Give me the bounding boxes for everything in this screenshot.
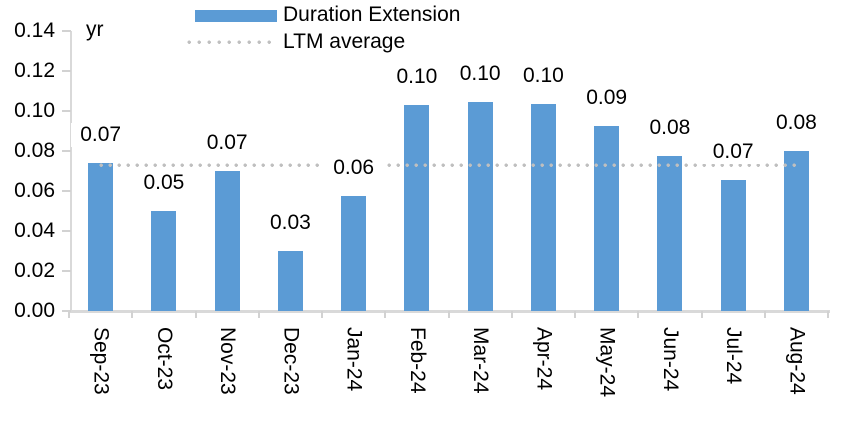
bar-value-label-mar-24: 0.10 xyxy=(450,62,511,86)
bar-value-label-aug-24: 0.08 xyxy=(766,111,827,135)
x-axis-tick-mark xyxy=(637,311,640,318)
x-axis-tick-mark xyxy=(321,311,323,318)
x-axis-category-label: Aug-24 xyxy=(785,327,809,395)
y-axis-tick-mark xyxy=(62,230,71,232)
x-axis-tick-mark xyxy=(68,311,70,318)
bar-value-label-may-24: 0.09 xyxy=(576,86,637,110)
x-axis-line xyxy=(69,310,830,313)
bar-oct-23 xyxy=(151,211,177,311)
x-axis-tick-mark xyxy=(574,311,576,318)
bar-value-label-nov-23: 0.07 xyxy=(197,131,258,155)
y-axis-tick-label: 0.14 xyxy=(14,19,55,42)
bar-sep-23 xyxy=(88,163,114,311)
x-axis-category-label: Nov-23 xyxy=(216,327,240,395)
y-axis-tick-mark xyxy=(62,310,71,312)
bar-feb-24 xyxy=(404,105,430,311)
bar-value-label-apr-24: 0.10 xyxy=(513,64,574,88)
bar-value-label-jul-24: 0.07 xyxy=(703,140,764,164)
x-axis-category-label: Apr-24 xyxy=(532,327,556,391)
x-axis-tick-mark xyxy=(510,311,513,318)
y-axis-tick-label: 0.04 xyxy=(14,219,55,242)
bar-may-24 xyxy=(594,126,620,311)
y-axis-line xyxy=(70,31,72,312)
x-axis-category-label: Sep-23 xyxy=(89,327,113,395)
bar-value-label-feb-24: 0.10 xyxy=(386,65,447,89)
y-axis-tick-label: 0.00 xyxy=(14,299,55,322)
y-axis-tick-label: 0.08 xyxy=(14,139,55,162)
legend-ltm-average-label: LTM average xyxy=(283,30,406,53)
y-axis-tick-mark xyxy=(62,30,71,32)
y-axis-unit-label: yr xyxy=(86,18,104,41)
y-axis-tick-mark xyxy=(62,150,71,152)
x-axis-tick-mark xyxy=(131,311,134,318)
bar-value-label-jan-24: 0.06 xyxy=(323,156,384,180)
bar-value-label-dec-23: 0.03 xyxy=(260,211,321,235)
bar-value-label-oct-23: 0.05 xyxy=(133,171,194,195)
x-axis-category-label: Feb-24 xyxy=(405,327,429,394)
legend-duration-extension-swatch xyxy=(195,10,277,22)
y-axis-tick-label: 0.06 xyxy=(14,179,55,202)
y-axis-tick-mark xyxy=(62,190,71,192)
x-axis-tick-mark xyxy=(257,311,260,318)
y-axis-tick-mark xyxy=(62,70,71,72)
legend-ltm-average-swatch xyxy=(187,40,277,45)
bar-aug-24 xyxy=(783,151,809,311)
ltm-average-line xyxy=(98,163,799,167)
x-axis-category-label: Jun-24 xyxy=(658,327,682,392)
x-axis-tick-mark xyxy=(194,311,197,318)
x-axis-tick-mark xyxy=(827,311,829,318)
x-axis-category-label: Jan-24 xyxy=(342,327,366,392)
x-axis-category-label: Dec-23 xyxy=(279,327,303,395)
bar-jan-24 xyxy=(341,196,367,311)
x-axis-category-label: Jul-24 xyxy=(722,327,746,385)
x-axis-tick-mark xyxy=(763,311,766,318)
bar-jun-24 xyxy=(657,156,683,311)
bar-dec-23 xyxy=(277,251,303,311)
x-axis-category-label: Mar-24 xyxy=(469,327,493,394)
y-axis-tick-label: 0.02 xyxy=(14,259,55,282)
bar-value-label-jun-24: 0.08 xyxy=(639,116,700,140)
bar-nov-23 xyxy=(214,171,240,311)
y-axis-tick-mark xyxy=(62,270,71,272)
x-axis-category-label: Oct-23 xyxy=(152,327,176,391)
bar-apr-24 xyxy=(530,104,556,311)
bar-value-label-sep-23: 0.07 xyxy=(70,123,131,147)
legend-duration-extension-label: Duration Extension xyxy=(283,3,461,26)
x-axis-tick-mark xyxy=(384,311,387,318)
x-axis-tick-mark xyxy=(700,311,703,318)
y-axis-tick-label: 0.12 xyxy=(14,59,55,82)
y-axis-tick-label: 0.10 xyxy=(14,99,55,122)
bar-mar-24 xyxy=(467,102,493,311)
x-axis-tick-mark xyxy=(447,311,450,318)
x-axis-category-label: May-24 xyxy=(595,327,619,398)
y-axis-tick-mark xyxy=(62,110,71,112)
bar-jul-24 xyxy=(720,180,746,311)
